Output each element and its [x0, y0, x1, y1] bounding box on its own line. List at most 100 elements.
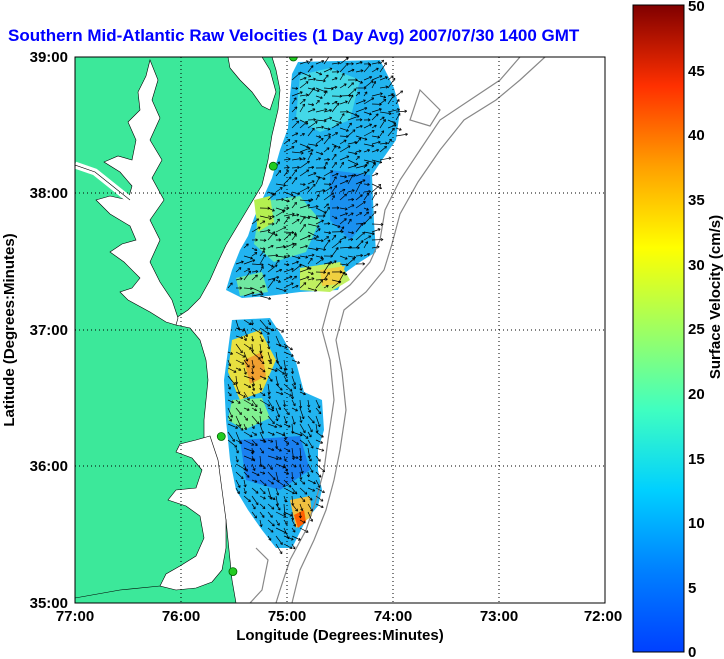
- velocity-arrow: [315, 207, 327, 214]
- velocity-arrowhead: [271, 506, 275, 510]
- velocity-arrow: [259, 399, 271, 407]
- velocity-arrow: [323, 203, 329, 209]
- velocity-arrowhead: [341, 113, 345, 116]
- x-tick-label: 73:00: [480, 608, 518, 625]
- velocity-arrow: [355, 61, 363, 65]
- velocity-arrow: [243, 343, 252, 350]
- velocity-arrowhead: [302, 216, 306, 219]
- velocity-arrowhead: [282, 210, 285, 214]
- velocity-arrow: [347, 257, 355, 265]
- velocity-arrow: [299, 81, 309, 89]
- velocity-arrow: [251, 351, 261, 360]
- velocity-arrow: [283, 169, 289, 177]
- velocity-arrow: [307, 431, 312, 438]
- velocity-arrowhead: [231, 400, 234, 404]
- velocity-arrow: [283, 343, 293, 351]
- velocity-arrow: [307, 223, 320, 228]
- velocity-arrowhead: [347, 145, 351, 149]
- velocity-arrowhead: [284, 379, 288, 383]
- velocity-arrowhead: [377, 228, 381, 232]
- velocity-arrow: [307, 254, 315, 257]
- velocity-arrowhead: [307, 404, 311, 408]
- velocity-arrowhead: [251, 291, 255, 295]
- velocity-arrow: [307, 231, 319, 238]
- velocity-arrow: [283, 407, 290, 415]
- velocity-arrow: [291, 191, 300, 195]
- velocity-arrow: [251, 495, 259, 505]
- velocity-arrowhead: [359, 61, 363, 65]
- velocity-arrowhead: [294, 275, 297, 279]
- velocity-arrowhead: [333, 145, 337, 149]
- velocity-arrowhead: [353, 173, 357, 177]
- velocity-arrowhead: [279, 551, 283, 555]
- map-area: [75, 57, 605, 603]
- velocity-arrowhead: [278, 238, 282, 242]
- velocity-arrow: [331, 132, 338, 137]
- velocity-arrowhead: [242, 354, 246, 358]
- velocity-arrowhead: [299, 477, 303, 480]
- colorbar-tick-label: 45: [688, 63, 705, 80]
- velocity-arrow: [243, 270, 251, 281]
- velocity-arrow: [243, 367, 247, 375]
- velocity-arrow: [267, 407, 275, 412]
- velocity-arrow: [331, 173, 339, 177]
- velocity-arrowhead: [255, 269, 259, 274]
- velocity-arrow: [267, 264, 278, 273]
- velocity-arrow: [259, 495, 266, 500]
- velocity-arrowhead: [263, 254, 266, 258]
- velocity-arrowhead: [276, 522, 280, 526]
- velocity-arrow: [291, 158, 302, 161]
- velocity-arrowhead: [312, 488, 316, 492]
- velocity-arrow: [307, 503, 313, 512]
- velocity-arrow: [291, 391, 294, 400]
- velocity-arrow: [347, 165, 357, 169]
- velocity-arrow: [315, 247, 326, 251]
- velocity-arrow: [315, 175, 326, 180]
- velocity-arrow: [355, 135, 368, 140]
- velocity-arrow: [331, 145, 337, 153]
- velocity-arrow: [291, 495, 294, 506]
- velocity-arrow: [299, 77, 307, 81]
- velocity-arrowhead: [267, 403, 271, 407]
- velocity-arrowhead: [271, 523, 275, 527]
- velocity-arrowhead: [235, 450, 239, 454]
- velocity-arrowhead: [269, 466, 273, 470]
- velocity-arrowhead: [274, 425, 278, 429]
- radar-station-marker: [268, 161, 278, 171]
- velocity-arrow: [339, 226, 345, 233]
- velocity-arrowhead: [300, 151, 304, 155]
- velocity-arrowhead: [276, 275, 280, 279]
- velocity-arrowhead: [270, 244, 274, 248]
- velocity-arrowhead: [379, 160, 383, 164]
- velocity-arrow: [227, 351, 233, 355]
- velocity-arrowhead: [366, 207, 369, 211]
- velocity-arrow: [275, 210, 285, 217]
- velocity-arrowhead: [303, 76, 307, 80]
- velocity-arrow: [363, 149, 370, 153]
- velocity-patch-n6: [236, 272, 268, 296]
- velocity-arrowhead: [352, 257, 355, 261]
- velocity-arrowhead: [336, 102, 340, 106]
- velocity-arrow: [355, 91, 360, 97]
- velocity-arrow: [267, 276, 279, 281]
- velocity-arrowhead: [252, 394, 256, 397]
- velocity-arrow: [291, 463, 297, 468]
- velocity-arrowhead: [262, 491, 266, 495]
- velocity-arrow: [299, 133, 305, 137]
- velocity-arrowhead: [305, 529, 309, 533]
- velocity-arrowhead: [241, 361, 245, 365]
- velocity-arrow: [275, 287, 287, 292]
- velocity-arrowhead: [320, 152, 324, 156]
- velocity-arrowhead: [302, 133, 305, 136]
- velocity-arrowhead: [262, 466, 266, 469]
- velocity-arrowhead: [342, 188, 346, 192]
- velocity-arrowhead: [364, 91, 368, 95]
- velocity-arrowhead: [377, 140, 381, 144]
- velocity-arrow: [347, 94, 354, 105]
- velocity-arrow: [339, 127, 349, 132]
- velocity-arrowhead: [367, 149, 370, 153]
- velocity-arrowhead: [254, 479, 258, 483]
- velocity-arrow: [371, 223, 384, 225]
- velocity-arrowhead: [350, 212, 354, 216]
- velocity-arrow: [355, 240, 364, 249]
